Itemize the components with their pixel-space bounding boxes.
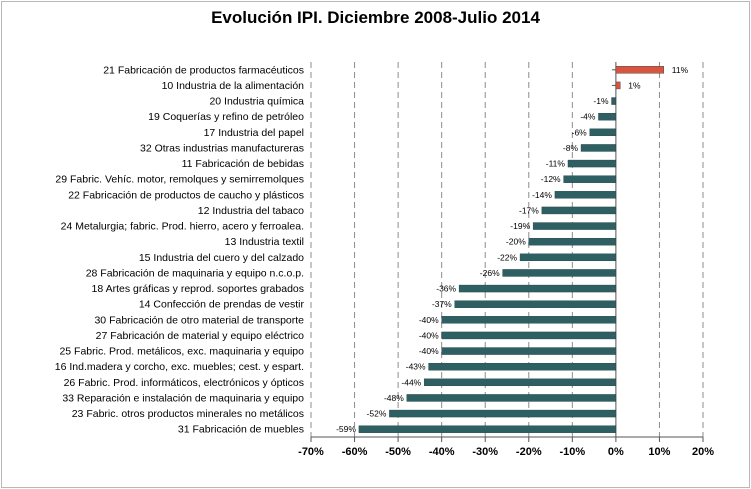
category-label: 28 Fabricación de maquinaria y equipo n.… xyxy=(86,267,304,279)
bar xyxy=(458,284,617,293)
bar xyxy=(502,269,617,277)
x-tick-label: -60% xyxy=(342,446,368,458)
bar xyxy=(441,316,617,324)
bar xyxy=(563,175,617,183)
bar xyxy=(441,331,617,340)
bar xyxy=(454,300,617,308)
value-label: 1% xyxy=(628,80,641,90)
value-label: -44% xyxy=(401,377,421,387)
x-tick-label: -10% xyxy=(559,446,585,458)
value-label: -43% xyxy=(406,362,426,372)
category-label: 24 Metalurgia; fabric. Prod. hierro, ace… xyxy=(61,221,304,233)
category-label: 17 Industria del papel xyxy=(204,127,304,139)
category-label: 14 Confección de prendas de vestir xyxy=(139,299,305,311)
x-tick-label: -20% xyxy=(516,446,542,458)
category-label: 10 Industria de la alimentación xyxy=(162,80,305,92)
value-label: -40% xyxy=(419,346,439,356)
category-label: 27 Fabricación de material y equipo eléc… xyxy=(96,330,305,342)
category-label: 21 Fabricación de productos farmacéutico… xyxy=(103,64,304,76)
category-label: 13 Industria textil xyxy=(225,236,304,248)
bar xyxy=(541,206,617,215)
value-label: -48% xyxy=(384,393,404,403)
bar xyxy=(615,81,621,90)
x-tick-label: 10% xyxy=(648,446,670,458)
category-label: 23 Fabric. otros productos minerales no … xyxy=(72,408,304,420)
category-label: 19 Coquerías y refino de petróleo xyxy=(148,111,304,123)
bar xyxy=(441,347,617,355)
value-label: -4% xyxy=(580,112,596,122)
value-label: -20% xyxy=(506,237,526,247)
value-label: -14% xyxy=(532,190,552,200)
category-label: 25 Fabric. Prod. metálicos, exc. maquina… xyxy=(59,346,304,358)
chart-title: Evolución IPI. Diciembre 2008-Julio 2014 xyxy=(211,8,540,27)
value-label: -36% xyxy=(436,284,456,294)
value-label: -11% xyxy=(546,159,566,169)
value-label: -40% xyxy=(419,330,439,340)
bar xyxy=(424,378,617,387)
category-label: 20 Industria química xyxy=(209,96,304,108)
value-label: -19% xyxy=(510,221,530,231)
value-label: -37% xyxy=(432,299,452,309)
value-label: -59% xyxy=(336,424,356,434)
value-label: -17% xyxy=(519,205,539,215)
x-tick-label: -50% xyxy=(385,446,411,458)
value-label: -12% xyxy=(541,174,561,184)
value-label: -6% xyxy=(572,127,588,137)
bar xyxy=(615,66,665,74)
bar xyxy=(567,159,617,168)
category-label: 26 Fabric. Prod. informáticos, electróni… xyxy=(64,377,304,389)
bar xyxy=(528,237,617,246)
value-label: 11% xyxy=(672,65,689,75)
bar xyxy=(554,191,617,199)
bar xyxy=(406,394,617,402)
value-label: -22% xyxy=(497,252,517,262)
category-label: 11 Fabricación de bebidas xyxy=(182,158,304,170)
category-label: 16 Ind.madera y corcho, exc. muebles; ce… xyxy=(55,361,304,373)
bar xyxy=(389,409,617,418)
x-tick-label: -70% xyxy=(298,446,324,458)
x-tick-label: 0% xyxy=(608,446,624,458)
bar xyxy=(428,362,617,371)
category-label: 30 Fabricación de otro material de trans… xyxy=(94,314,304,326)
category-label: 18 Artes gráficas y reprod. soportes gra… xyxy=(92,283,304,295)
bar xyxy=(519,253,617,262)
category-label: 12 Industria del tabaco xyxy=(198,205,304,217)
category-label: 33 Reparación e instalación de maquinari… xyxy=(62,392,304,404)
value-label: -1% xyxy=(593,96,609,106)
value-label: -8% xyxy=(563,143,579,153)
bar xyxy=(580,144,617,152)
category-label: 29 Fabric. Vehíc. motor, remolques y sem… xyxy=(55,174,304,186)
value-label: -52% xyxy=(367,409,387,419)
value-label: -26% xyxy=(480,268,500,278)
bar xyxy=(358,425,617,433)
category-label: 32 Otras industrias manufactureras xyxy=(140,142,304,154)
x-tick-label: -30% xyxy=(472,446,498,458)
x-tick-label: -40% xyxy=(429,446,455,458)
category-label: 31 Fabricación de muebles xyxy=(178,424,304,436)
bar xyxy=(532,222,617,230)
category-label: 22 Fabricación de productos de caucho y … xyxy=(68,189,304,201)
value-label: -40% xyxy=(419,315,439,325)
x-tick-label: 20% xyxy=(692,446,714,458)
category-label: 15 Industria del cuero y del calzado xyxy=(139,252,304,264)
